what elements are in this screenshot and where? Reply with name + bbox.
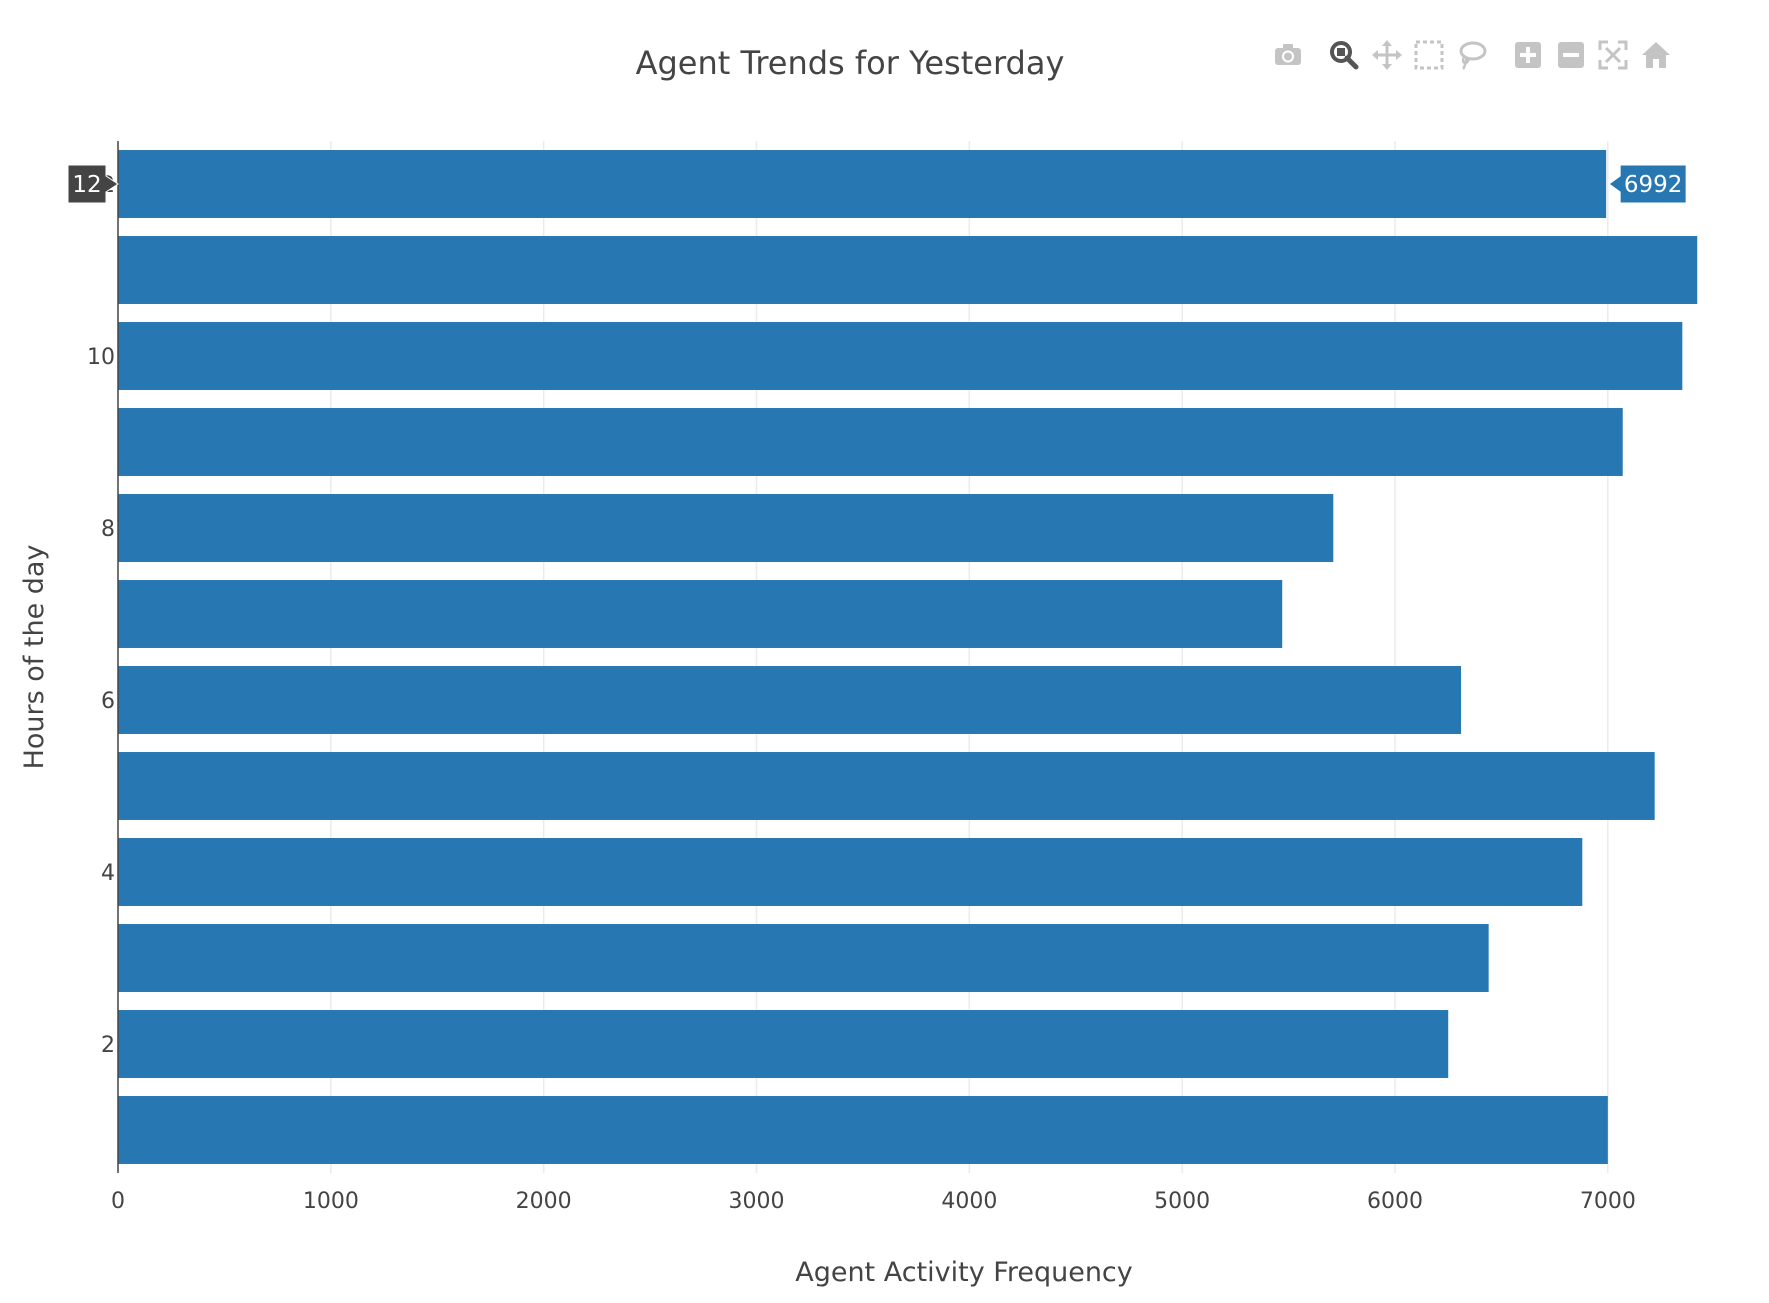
bar-hour-11[interactable] [118,236,1698,304]
x-tick-label: 1000 [303,1189,359,1214]
zoom-in-icon[interactable] [1510,37,1546,73]
x-tick-label: 2000 [516,1189,572,1214]
y-tick-label: 10 [87,345,115,370]
x-tick-label: 5000 [1154,1189,1210,1214]
bar-hour-6[interactable] [118,666,1461,734]
chart-title: Agent Trends for Yesterday [635,44,1065,82]
bar-hour-4[interactable] [118,838,1583,906]
x-tick-label: 7000 [1580,1189,1636,1214]
y-tick-label: 2 [101,1033,115,1058]
x-tick-label: 4000 [941,1189,997,1214]
bar-hour-9[interactable] [118,408,1623,476]
autoscale-icon[interactable] [1595,37,1631,73]
x-axis-title: Agent Activity Frequency [795,1257,1133,1288]
bar-hour-2[interactable] [118,1010,1449,1078]
bar-hour-7[interactable] [118,580,1283,648]
reset-axes-home-icon[interactable] [1638,37,1674,73]
lasso-select-icon[interactable] [1454,37,1490,73]
x-tick-label: 0 [111,1189,125,1214]
bar-hour-8[interactable] [118,494,1334,562]
zoom-out-icon[interactable] [1553,37,1589,73]
camera-icon[interactable] [1270,37,1306,73]
pan-icon[interactable] [1369,37,1405,73]
x-tick-label: 6000 [1367,1189,1423,1214]
hover-category-label: 12 [72,172,101,198]
bar-hour-3[interactable] [118,924,1489,992]
bar-hour-12[interactable] [118,150,1607,218]
x-gridlines [330,141,1609,1173]
hover-category-tooltip: 12 [67,164,119,204]
bar-hour-5[interactable] [118,752,1655,820]
x-axis-ticks: 0 1000 2000 3000 4000 5000 6000 7000 [111,1189,1636,1214]
y-tick-label: 4 [101,861,115,886]
x-tick-label: 3000 [729,1189,785,1214]
hover-value-label: 6992 [1624,172,1683,198]
bar-series [118,150,1698,1164]
y-tick-label: 6 [101,689,115,714]
bar-hour-10[interactable] [118,322,1683,390]
box-select-icon[interactable] [1411,37,1447,73]
zoom-icon[interactable] [1326,37,1362,73]
y-axis-title: Hours of the day [19,545,50,770]
y-tick-label: 8 [101,517,115,542]
y-axis-ticks: 24681012 [87,173,115,1058]
hover-value-tooltip: 6992 [1608,164,1687,204]
bar-hour-1[interactable] [118,1096,1608,1164]
